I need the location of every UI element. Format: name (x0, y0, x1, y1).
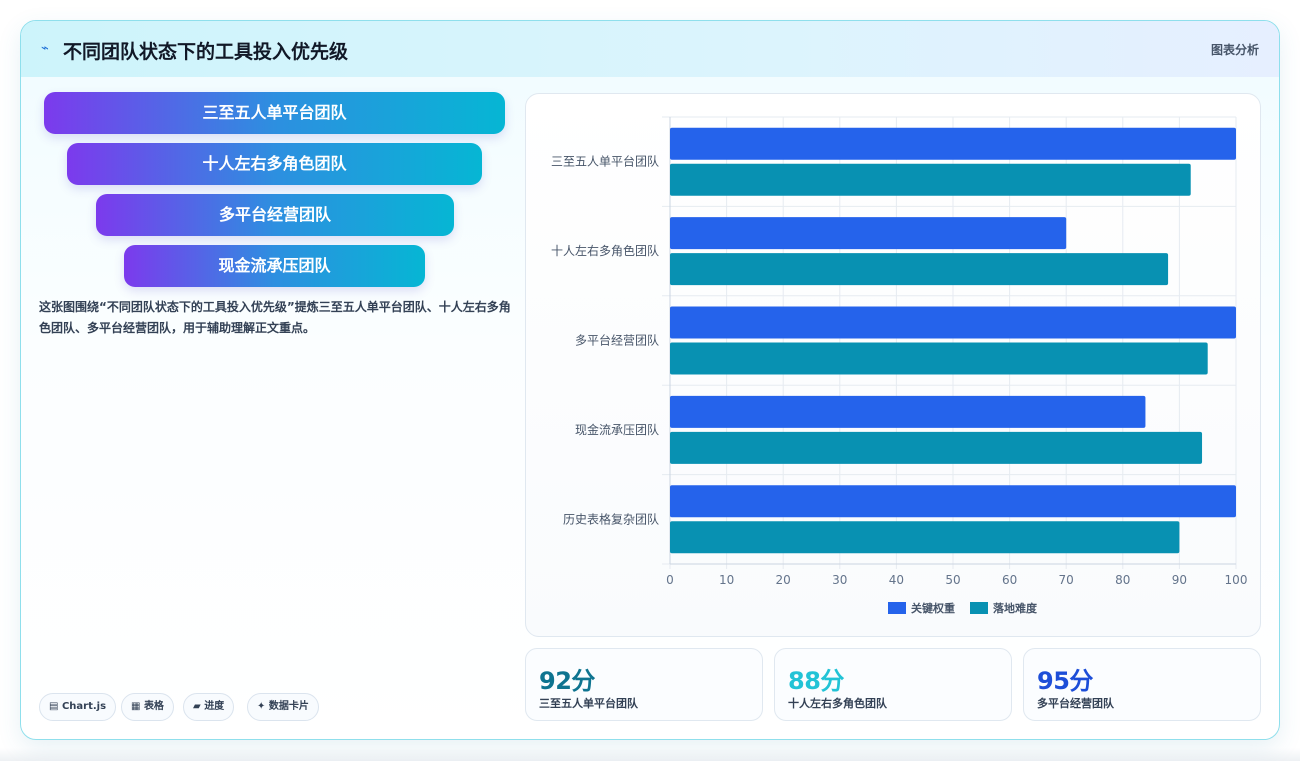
x-tick-label: 80 (1115, 573, 1130, 587)
bar-关键权重 (670, 217, 1067, 250)
bar-落地难度 (670, 521, 1180, 554)
y-category-label: 多平台经营团队 (575, 333, 659, 348)
bar-关键权重 (670, 127, 1236, 160)
footer-tag-progress[interactable]: ▰ 进度 (183, 693, 235, 721)
bar-落地难度 (670, 431, 1203, 464)
tier-pill-1: 三至五人单平台团队 (44, 92, 505, 134)
legend-label: 关键权重 (911, 601, 955, 615)
footer-tag-label: 进度 (204, 701, 225, 712)
chart-analysis-tag: 图表分析 (1210, 43, 1259, 57)
main-card: ⌁ 不同团队状态下的工具投入优先级 图表分析 三至五人单平台团队 十人左右多角色… (20, 20, 1280, 740)
x-tick-label: 60 (1002, 573, 1017, 587)
table-icon: ▦ (131, 701, 141, 712)
x-tick-label: 0 (666, 573, 674, 587)
footer-tag-data-card[interactable]: ✦ 数据卡片 (247, 693, 319, 721)
chart-panel: 0 10 20 30 40 50 60 70 80 90 100 三至五人单平台团队 十人左右多角色团队… (525, 93, 1261, 637)
stat-label: 三至五人单平台团队 (539, 697, 638, 710)
bar-关键权重 (670, 485, 1236, 518)
x-tick-label: 70 (1059, 573, 1074, 587)
x-tick-label: 100 (1225, 573, 1248, 587)
x-tick-label: 90 (1172, 573, 1187, 587)
y-category-label: 三至五人单平台团队 (551, 154, 659, 169)
y-category-label: 十人左右多角色团队 (551, 243, 659, 258)
bar-落地难度 (670, 253, 1169, 286)
bar-落地难度 (670, 163, 1191, 196)
bar-关键权重 (670, 395, 1146, 428)
stat-label: 多平台经营团队 (1037, 697, 1114, 710)
stat-card-2: 88分 十人左右多角色团队 (774, 648, 1012, 721)
page-bottom-shade (0, 748, 1300, 761)
stat-value: 88分 (788, 667, 844, 695)
stat-card-1: 92分 三至五人单平台团队 (525, 648, 763, 721)
y-category-label: 历史表格复杂团队 (563, 511, 659, 526)
x-tick-label: 50 (945, 573, 960, 587)
x-tick-label: 20 (776, 573, 791, 587)
footer-tag-label: 表格 (143, 701, 164, 712)
footer-tag-label: 数据卡片 (268, 701, 309, 712)
chart-icon: ▤ (49, 701, 59, 712)
x-tick-label: 30 (832, 573, 847, 587)
chart-description: 这张图围绕“不同团队状态下的工具投入优先级”提炼三至五人单平台团队、十人左右多角… (39, 300, 511, 335)
bar-chart: 0 10 20 30 40 50 60 70 80 90 100 三至五人单平台团队十人左右多角色团队… (551, 116, 1248, 615)
tier-pill-2: 十人左右多角色团队 (67, 143, 482, 185)
footer-tag-label: Chart.js (61, 701, 107, 712)
y-category-label: 现金流承压团队 (575, 422, 659, 437)
stat-value: 92分 (539, 667, 595, 695)
tier-pill-4: 现金流承压团队 (124, 245, 425, 287)
legend-label: 落地难度 (993, 601, 1038, 615)
legend-swatch (888, 602, 906, 614)
x-tick-label: 10 (719, 573, 734, 587)
bar-关键权重 (670, 306, 1236, 339)
stat-value: 95分 (1037, 667, 1093, 695)
stat-label: 十人左右多角色团队 (788, 697, 887, 710)
page-title: 不同团队状态下的工具投入优先级 (63, 41, 349, 63)
card-header: ⌁ 不同团队状态下的工具投入优先级 图表分析 (21, 21, 1279, 77)
footer-tag-chartjs[interactable]: ▤ Chart.js (39, 693, 117, 721)
bar-落地难度 (670, 342, 1208, 375)
tier-pill-3: 多平台经营团队 (96, 194, 454, 236)
stat-card-3: 95分 多平台经营团队 (1023, 648, 1261, 721)
sparkle-icon: ✦ (257, 701, 266, 712)
legend-swatch (970, 602, 988, 614)
progress-icon: ▰ (193, 701, 201, 712)
zap-icon: ⌁ (41, 41, 49, 56)
x-tick-label: 40 (889, 573, 904, 587)
footer-tag-table[interactable]: ▦ 表格 (121, 693, 174, 721)
